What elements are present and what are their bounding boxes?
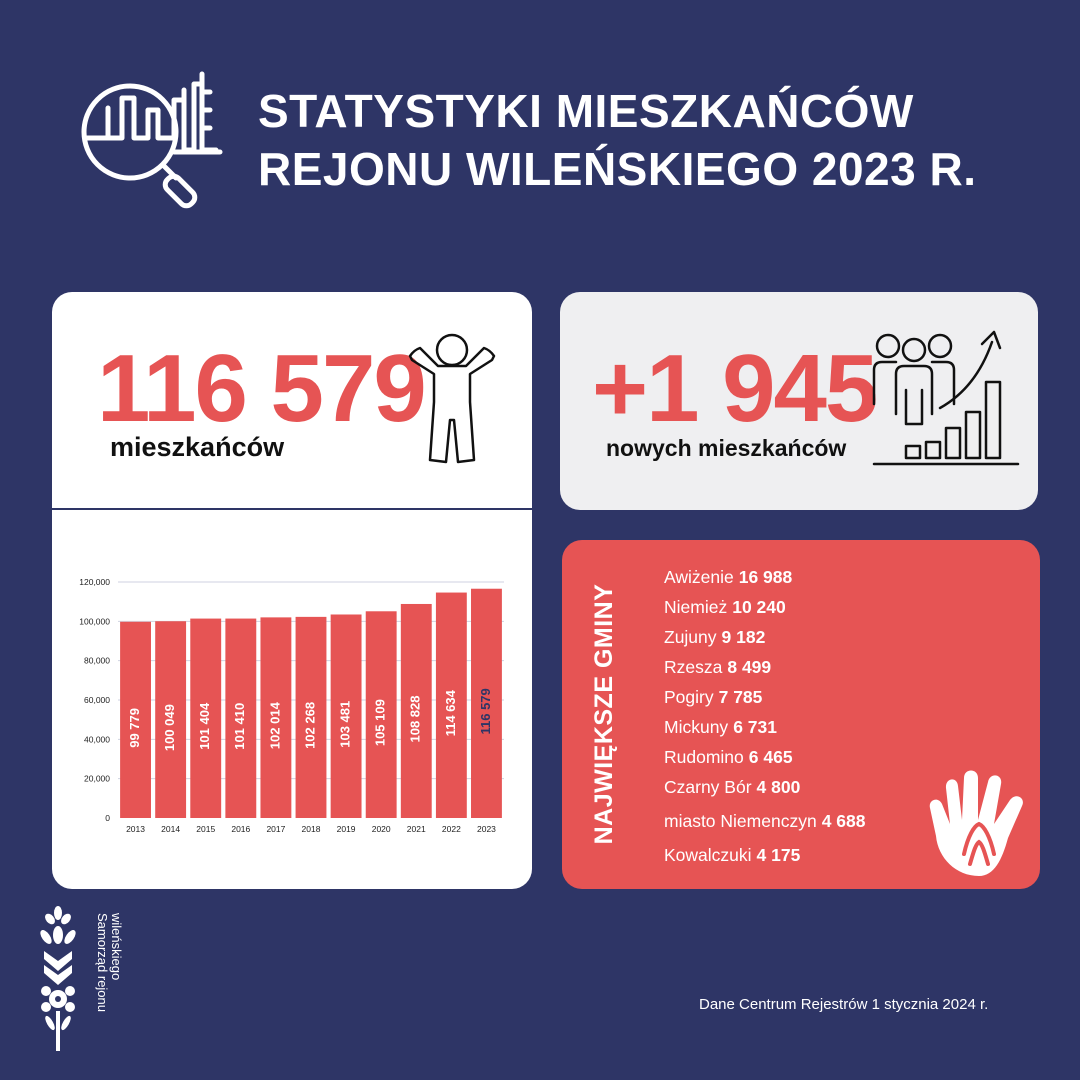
- bar-value-label: 102 014: [267, 701, 282, 749]
- x-tick-label: 2014: [161, 824, 180, 834]
- gmina-value: 4 175: [756, 845, 801, 865]
- bar: [120, 621, 151, 818]
- x-tick-label: 2013: [126, 824, 145, 834]
- y-tick-label: 120,000: [79, 577, 110, 587]
- residents-card: 116 579 mieszkańców 0 20,000 40,000 60,000 8…: [52, 292, 532, 889]
- bar-value-label: 103 481: [338, 701, 353, 748]
- logo-text-line-2: wileńskiego: [109, 912, 124, 980]
- gmina-value: 16 988: [738, 567, 793, 587]
- x-tick-label: 2020: [372, 824, 391, 834]
- gmina-item: Rzesza 8 499: [664, 656, 866, 686]
- data-source-note: Dane Centrum Rejestrów 1 stycznia 2024 r…: [699, 996, 989, 1013]
- bar-value-label: 116 579: [478, 688, 493, 734]
- gmina-name: Czarny Bór: [664, 777, 752, 797]
- gmina-name: Mickuny: [664, 717, 729, 737]
- bar-value-label: 102 268: [302, 702, 317, 749]
- bar: [155, 621, 187, 818]
- gmina-name: miasto Niemenczyn: [664, 811, 817, 831]
- bar-value-label: 99 779: [127, 708, 142, 748]
- title-line-2: REJONU WILEŃSKIEGO 2023 R.: [258, 143, 977, 195]
- bar-value-label: 101 410: [232, 703, 247, 750]
- bar: [295, 616, 327, 818]
- gmina-value: 4 688: [821, 811, 866, 831]
- x-tick-label: 2021: [407, 824, 426, 834]
- magnifier-chart-icon: [81, 71, 223, 209]
- bar-value-label: 101 404: [197, 702, 212, 750]
- y-tick-label: 60,000: [84, 695, 110, 705]
- largest-gminy-title: NAJWIĘKSZE GMINY: [590, 583, 618, 845]
- title-line-1: STATYSTYKI MIESZKAŃCÓW: [258, 85, 914, 137]
- x-tick-label: 2018: [302, 824, 321, 834]
- gmina-name: Awiżenie: [664, 567, 734, 587]
- page-title: STATYSTYKI MIESZKAŃCÓW REJONU WILEŃSKIEG…: [258, 82, 977, 198]
- x-tick-label: 2022: [442, 824, 461, 834]
- gmina-name: Zujuny: [664, 627, 717, 647]
- new-residents-count: +1 945: [592, 335, 878, 442]
- new-residents-card: +1 945 nowych mieszkańców: [560, 292, 1038, 510]
- bar: [190, 618, 222, 818]
- new-residents-label: nowych mieszkańców: [606, 435, 847, 461]
- bar: [400, 603, 432, 818]
- logo-text-line-1: Samorząd rejonu: [95, 913, 110, 1012]
- residents-count: 116 579: [97, 335, 427, 442]
- gmina-value: 10 240: [732, 597, 786, 617]
- residents-label: mieszkańców: [110, 432, 285, 462]
- gminy-list: Awiżenie 16 988 Niemież 10 240 Zujuny 9 182 Rz…: [664, 566, 866, 874]
- gmina-value: 7 785: [718, 687, 763, 707]
- x-tick-label: 2019: [337, 824, 356, 834]
- largest-gminy-card: NAJWIĘKSZE GMINY Awiżenie 16 988 Niemież 10…: [562, 540, 1040, 889]
- bar: [260, 617, 292, 818]
- person-icon: [408, 333, 496, 464]
- gmina-name: Rzesza: [664, 657, 723, 677]
- x-tick-label: 2015: [196, 824, 215, 834]
- bar: [435, 592, 467, 818]
- y-tick-label: 20,000: [84, 774, 110, 784]
- gmina-item: Kowalczuki 4 175: [664, 844, 866, 874]
- gmina-item: miasto Niemenczyn 4 688: [664, 810, 866, 840]
- population-bar-chart: 0 20,000 40,000 60,000 80,000 100,000 120,000 9…: [79, 577, 504, 834]
- bar: [471, 588, 502, 818]
- y-tick-label: 100,000: [79, 616, 110, 626]
- y-tick-label: 0: [105, 813, 110, 823]
- x-tick-label: 2017: [266, 824, 285, 834]
- bar: [330, 614, 362, 818]
- bar-value-label: 108 828: [408, 695, 423, 742]
- gmina-item: Mickuny 6 731: [664, 716, 866, 746]
- bar-value-label: 114 634: [443, 689, 458, 736]
- gmina-item: Niemież 10 240: [664, 596, 866, 626]
- hand-icon: [929, 770, 1023, 876]
- gmina-name: Niemież: [664, 597, 728, 617]
- gmina-value: 6 465: [748, 747, 793, 767]
- gmina-item: Zujuny 9 182: [664, 626, 866, 656]
- bar-value-label: 105 109: [373, 699, 388, 746]
- gmina-item: Czarny Bór 4 800: [664, 776, 866, 806]
- folk-flower-logo-icon: Samorząd rejonu wileńskiego: [40, 906, 124, 1051]
- y-tick-label: 40,000: [84, 734, 110, 744]
- gmina-name: Kowalczuki: [664, 845, 752, 865]
- gmina-item: Pogiry 7 785: [664, 686, 866, 716]
- gmina-item: Awiżenie 16 988: [664, 566, 866, 596]
- gmina-value: 6 731: [733, 717, 777, 737]
- x-tick-label: 2023: [477, 824, 496, 834]
- bar: [365, 611, 397, 818]
- gmina-value: 8 499: [727, 657, 772, 677]
- x-tick-label: 2016: [231, 824, 250, 834]
- gmina-value: 4 800: [756, 777, 801, 797]
- bar-value-label: 100 049: [162, 704, 177, 751]
- gmina-name: Pogiry: [664, 687, 714, 707]
- y-tick-label: 80,000: [84, 656, 110, 666]
- card-divider: [52, 508, 532, 510]
- gmina-item: Rudomino 6 465: [664, 746, 866, 776]
- gmina-value: 9 182: [721, 627, 766, 647]
- people-growth-icon: [872, 330, 1020, 466]
- bar: [225, 618, 257, 818]
- gmina-name: Rudomino: [664, 747, 744, 767]
